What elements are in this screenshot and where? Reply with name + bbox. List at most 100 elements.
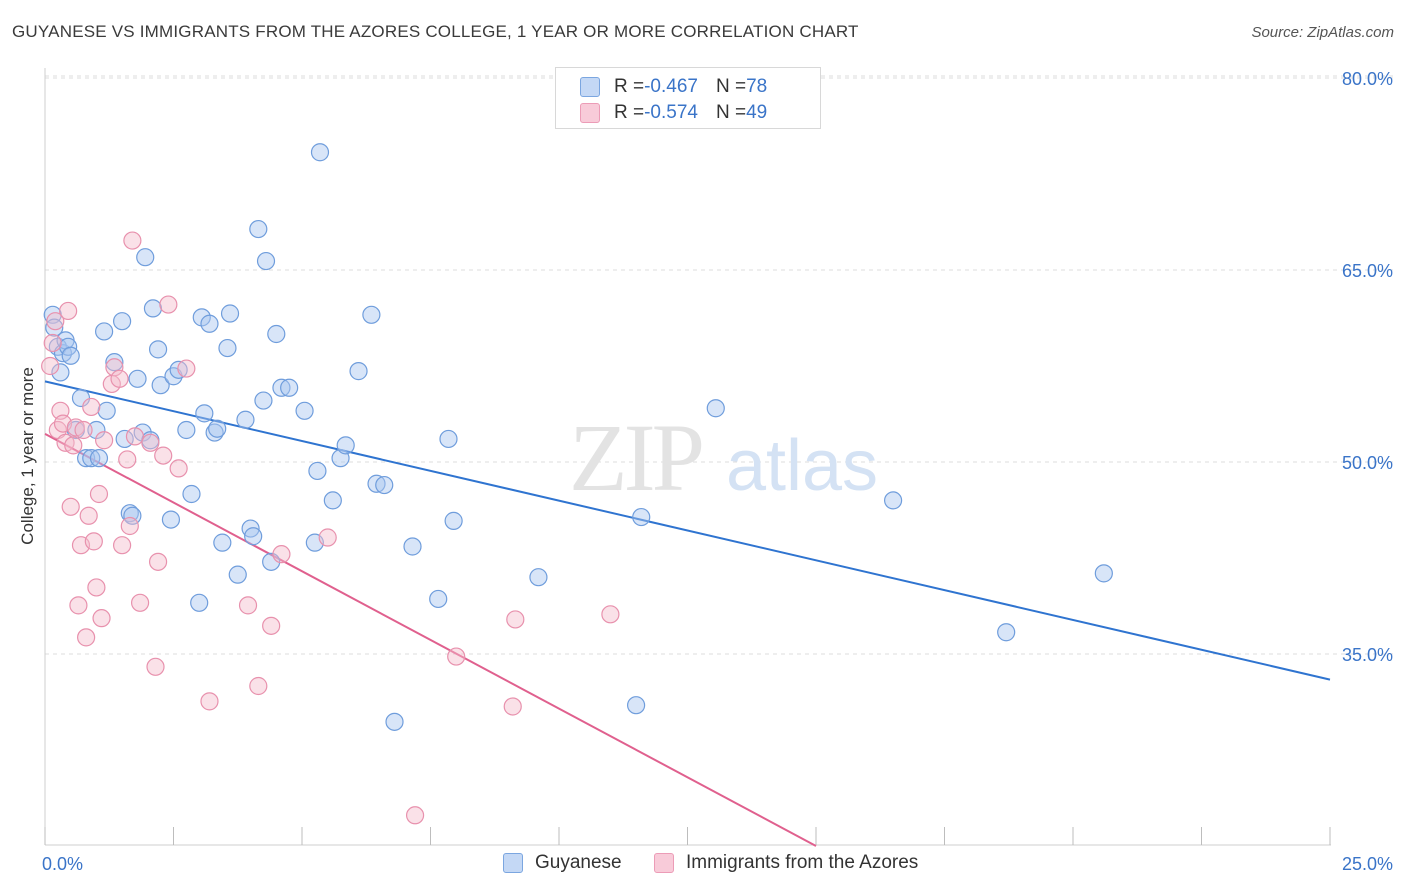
y-tick-label: 35.0%	[1342, 645, 1393, 665]
tick-labels: 35.0% 50.0% 65.0% 80.0% 0.0% 25.0%	[42, 69, 1393, 874]
y-tick-label: 65.0%	[1342, 261, 1393, 281]
data-point-pink	[43, 333, 62, 353]
data-point-pink	[154, 446, 173, 465]
data-point-blue	[280, 378, 299, 397]
data-point-blue	[200, 314, 219, 333]
data-point-pink	[110, 369, 129, 388]
data-point-pink	[87, 578, 106, 597]
data-point-blue	[429, 589, 448, 609]
trend-line-blue	[44, 380, 1331, 681]
data-point-pink	[64, 436, 83, 455]
data-point-blue	[310, 143, 330, 162]
data-point-blue	[244, 527, 263, 546]
data-point-pink	[84, 532, 103, 551]
data-point-pink	[61, 497, 80, 516]
data-point-blue	[87, 420, 106, 440]
data-point-blue	[883, 491, 903, 510]
x-tick-label: 25.0%	[1342, 854, 1393, 874]
data-point-blue	[375, 475, 394, 495]
trend-lines	[44, 380, 1331, 847]
legend-n-value: 78	[746, 76, 768, 97]
y-tick-label: 50.0%	[1342, 453, 1393, 473]
data-point-pink	[77, 628, 96, 647]
data-point-pink	[146, 657, 165, 676]
data-point-blue	[195, 404, 214, 423]
data-point-pink	[141, 433, 160, 452]
correlation-legend: R = -0.467 N = 78 R = -0.574 N = 49	[555, 67, 821, 129]
data-point-blue	[220, 304, 240, 323]
data-point-blue	[218, 338, 237, 358]
data-point-pink	[79, 506, 98, 525]
data-point-pink	[503, 697, 522, 716]
data-point-blue	[143, 299, 163, 318]
data-point-blue	[632, 507, 651, 527]
data-point-pink	[249, 676, 268, 696]
data-point-pink	[82, 397, 101, 417]
data-point-pink	[89, 484, 109, 504]
data-point-pink	[123, 231, 142, 250]
legend-row-azores: R = -0.574 N = 49	[580, 101, 767, 125]
legend-item-label: Guyanese	[535, 852, 622, 873]
legend-swatch-pink	[654, 853, 674, 873]
data-point-pink	[177, 359, 196, 378]
data-point-blue	[336, 436, 355, 455]
data-point-blue	[272, 378, 291, 397]
data-point-blue	[997, 623, 1016, 642]
data-point-blue	[71, 388, 91, 408]
legend-item-azores: Immigrants from the Azores	[654, 852, 918, 874]
legend-r-label: R =	[614, 102, 645, 123]
data-point-pink	[405, 806, 425, 825]
data-point-blue	[254, 391, 273, 410]
data-point-blue	[169, 360, 188, 379]
legend-r-label: R =	[614, 76, 645, 97]
data-point-blue	[51, 363, 70, 382]
data-point-pink	[105, 358, 124, 377]
legend-n-value: 49	[746, 102, 768, 123]
data-point-blue	[529, 568, 548, 587]
data-point-pink	[447, 647, 466, 666]
data-point-blue	[97, 401, 116, 420]
data-point-blue	[228, 565, 247, 584]
data-point-blue	[82, 449, 101, 468]
data-point-blue	[89, 449, 109, 468]
data-point-blue	[77, 449, 96, 468]
data-point-blue	[213, 533, 232, 552]
data-point-pink	[59, 301, 78, 321]
data-point-blue	[95, 322, 114, 341]
data-point-blue	[151, 376, 170, 395]
data-point-pink	[262, 616, 281, 635]
data-point-blue	[208, 419, 227, 438]
data-point-pink	[506, 610, 525, 629]
data-point-blue	[105, 353, 124, 372]
data-point-pink	[238, 596, 258, 615]
data-point-blue	[45, 318, 64, 337]
data-point-blue	[148, 340, 168, 359]
legend-swatch-pink	[580, 103, 600, 123]
data-point-blue	[367, 474, 386, 493]
series-legend: Guyanese Immigrants from the Azores	[0, 852, 1406, 878]
data-point-blue	[349, 362, 368, 381]
data-point-pink	[601, 605, 620, 624]
data-point-pink	[200, 692, 219, 711]
trend-line-pink	[44, 432, 817, 847]
legend-n-label: N =	[715, 102, 747, 123]
y-tick-label: 80.0%	[1342, 69, 1393, 89]
legend-swatch-blue	[580, 77, 600, 97]
data-point-pink	[148, 552, 168, 571]
data-point-pink	[318, 528, 337, 547]
data-point-blue	[403, 537, 422, 556]
legend-n-label: N =	[715, 76, 747, 97]
data-point-pink	[41, 356, 60, 376]
data-point-blue	[182, 484, 201, 504]
data-point-pink	[159, 295, 178, 314]
data-point-pink	[118, 450, 137, 469]
data-point-blue	[444, 511, 463, 530]
legend-swatch-blue	[503, 853, 523, 873]
data-point-blue	[249, 219, 268, 239]
data-point-blue	[61, 346, 80, 365]
data-point-blue	[128, 369, 147, 388]
data-point-pink	[92, 609, 111, 628]
data-point-pink	[69, 596, 88, 615]
gridlines	[45, 75, 1393, 655]
